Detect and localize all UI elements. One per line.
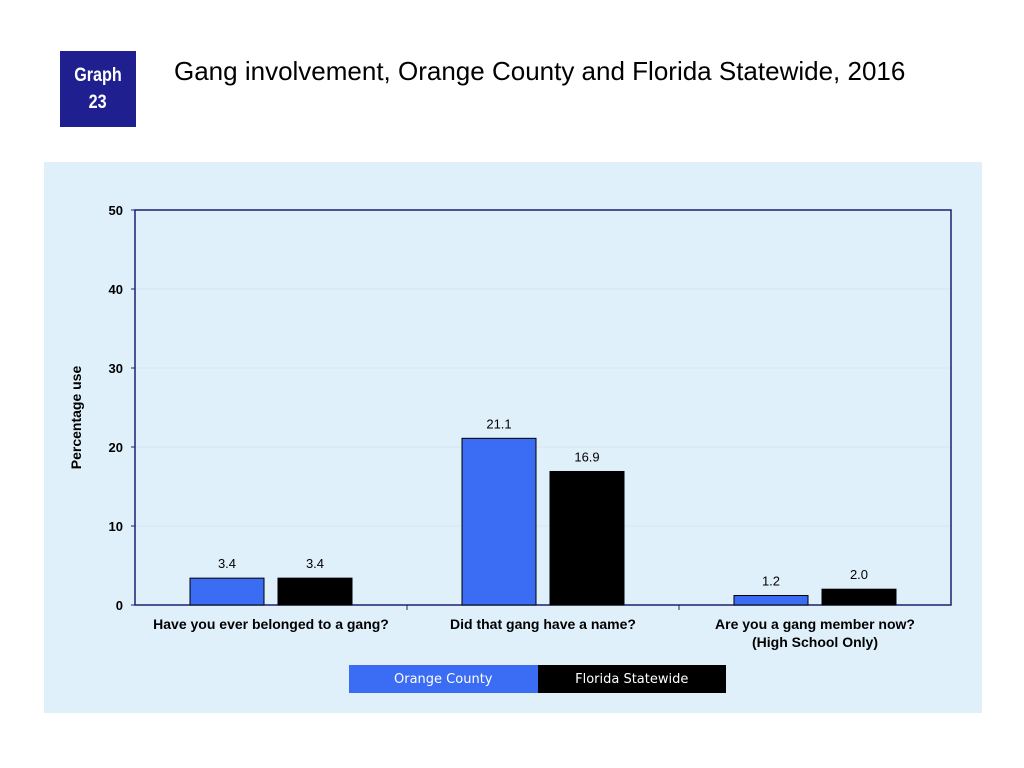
legend: Orange County Florida Statewide [349,665,726,693]
legend-label: Florida Statewide [575,671,689,687]
badge-number: 23 [89,92,107,113]
data-label: 16.9 [574,449,599,464]
x-category-label: Have you ever belonged to a gang? [153,616,389,632]
bar-orange-county [733,595,809,606]
chart-title: Gang involvement, Orange County and Flor… [174,56,906,86]
plot-frame [134,209,952,606]
x-category-label: Are you a gang member now? [715,616,915,632]
badge-label: Graph [74,65,122,86]
data-label: 21.1 [486,416,511,431]
x-category-label: Did that gang have a name? [450,616,636,632]
bar-florida-statewide [549,470,625,606]
bar-florida-statewide [821,588,897,606]
y-tick-label: 20 [109,440,123,455]
graph-number-badge: Graph 23 [60,51,136,127]
y-tick-label: 0 [116,598,123,613]
legend-item-orange-county: Orange County [349,665,538,693]
y-tick-label: 50 [109,203,123,218]
bar-orange-county [189,577,265,606]
data-label: 3.4 [306,556,324,571]
chart-panel [44,162,982,713]
legend-item-florida-statewide: Florida Statewide [537,665,726,693]
legend-label: Orange County [394,671,493,687]
data-label: 3.4 [218,556,236,571]
data-label: 2.0 [850,567,868,582]
x-category-label: (High School Only) [752,634,878,650]
bar-florida-statewide [277,577,353,606]
bar-orange-county [461,437,537,606]
data-label: 1.2 [762,574,780,589]
y-tick-label: 40 [109,282,123,297]
y-tick-label: 10 [109,519,123,534]
y-tick-label: 30 [109,361,123,376]
y-axis-title: Percentage use [68,366,84,470]
